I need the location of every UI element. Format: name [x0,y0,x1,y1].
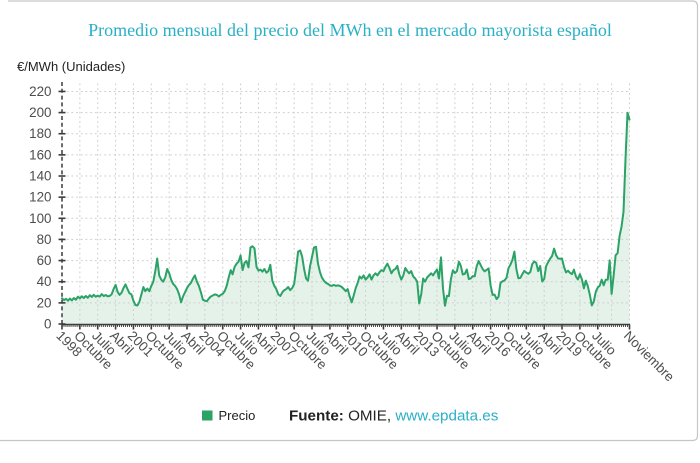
svg-text:220: 220 [29,84,51,99]
svg-text:180: 180 [29,126,51,141]
svg-text:Fuente: OMIE, www.epdata.es: Fuente: OMIE, www.epdata.es [289,408,499,425]
svg-text:140: 140 [29,169,51,184]
svg-text:100: 100 [29,211,51,226]
svg-text:20: 20 [37,295,52,310]
svg-text:200: 200 [29,105,51,120]
svg-text:120: 120 [29,190,51,205]
svg-text:60: 60 [37,253,52,268]
svg-text:Precio: Precio [219,408,256,423]
svg-text:80: 80 [37,232,52,247]
svg-text:40: 40 [37,274,52,289]
svg-text:0: 0 [44,317,51,332]
svg-text:€/MWh (Unidades): €/MWh (Unidades) [17,59,125,74]
svg-text:Promedio mensual del precio de: Promedio mensual del precio del MWh en e… [88,20,612,40]
svg-text:160: 160 [29,147,51,162]
